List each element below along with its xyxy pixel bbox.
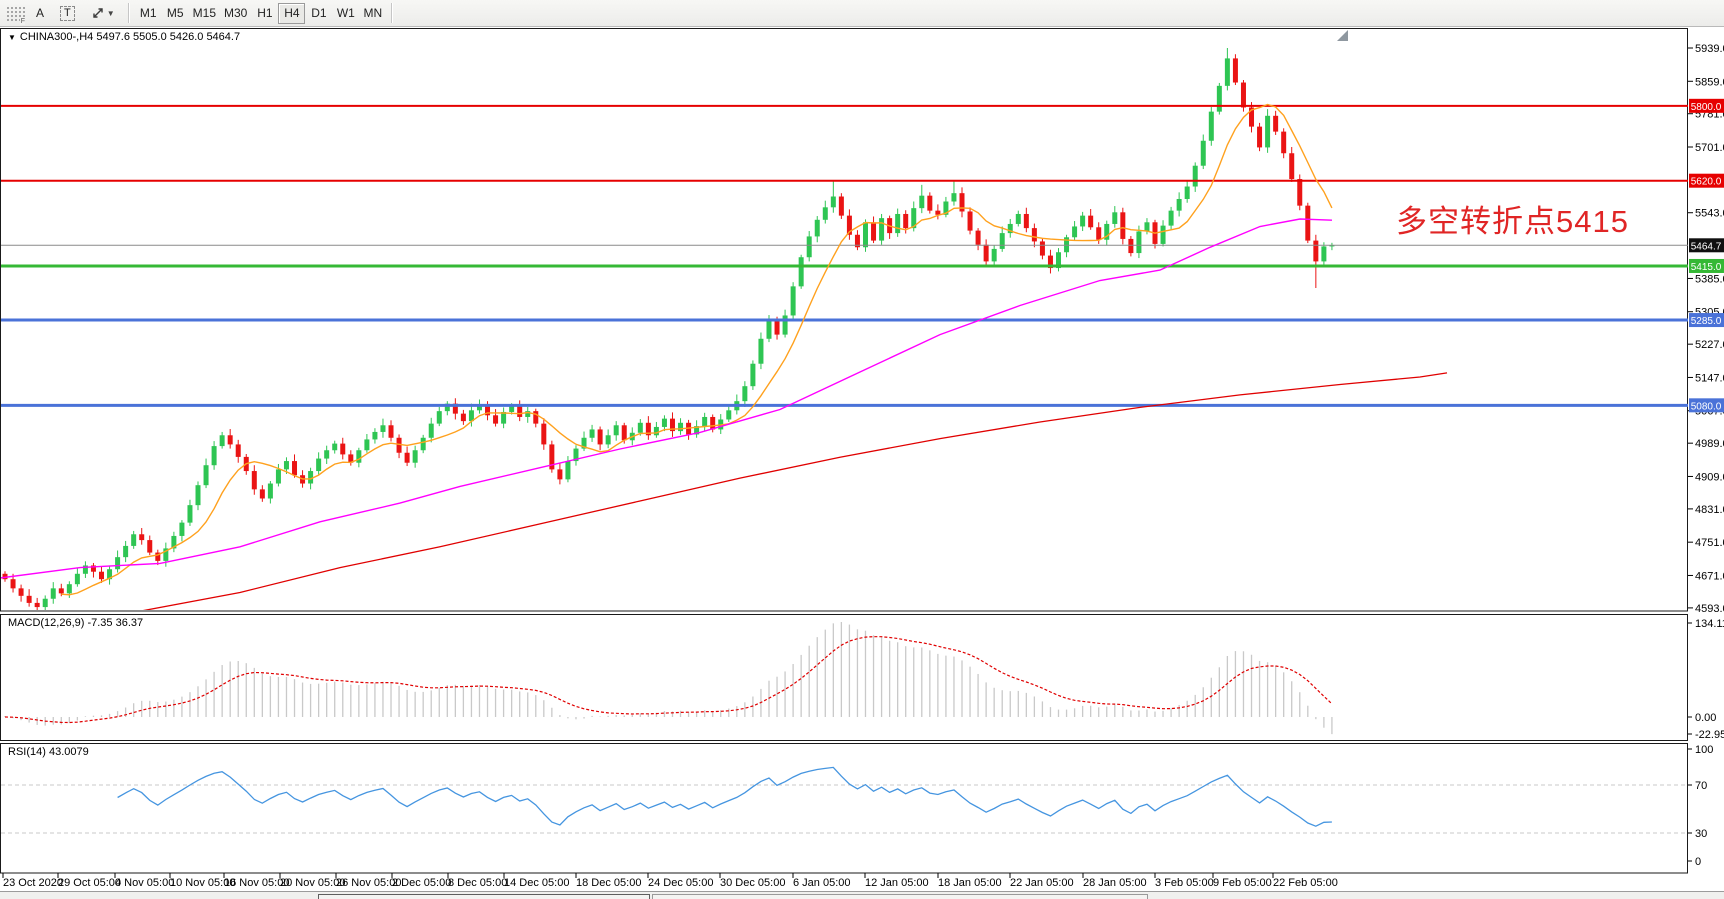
chevron-down-icon: ▼ [106,8,115,18]
svg-text:5080.0: 5080.0 [1691,401,1722,412]
price-axis[interactable]: 5939.0 5859.0 5781.0 5701.0 5543.0 5385.0 5305… [1688,43,1724,615]
chart-tab[interactable] [652,894,1148,899]
annotation-text: 多空转折点5415 [1396,204,1629,239]
chart-shift-marker-icon[interactable] [1337,30,1348,41]
svg-text:5859.0: 5859.0 [1695,76,1724,88]
timeframe-button-m15[interactable]: M15 [189,3,220,24]
timeframe-button-d1[interactable]: D1 [305,3,332,24]
timeframe-button-m1[interactable]: M1 [135,3,162,24]
svg-text:5285.0: 5285.0 [1691,316,1722,327]
svg-text:22 Jan 05:00: 22 Jan 05:00 [1010,877,1074,889]
svg-text:30: 30 [1695,828,1707,840]
svg-text:4751.0: 4751.0 [1695,537,1724,549]
svg-text:5939.0: 5939.0 [1695,43,1724,55]
macd-label: MACD(12,26,9) -7.35 36.37 [8,617,144,629]
candles-layer[interactable] [2,48,1335,612]
svg-text:24 Dec 05:00: 24 Dec 05:00 [648,877,713,889]
svg-text:4989.0: 4989.0 [1695,438,1724,450]
svg-text:30 Dec 05:00: 30 Dec 05:00 [720,877,785,889]
svg-text:5620.0: 5620.0 [1691,177,1722,188]
horizontal-levels[interactable] [1,104,1688,407]
timeframe-button-m30[interactable]: M30 [220,3,251,24]
svg-text:23 Oct 2020: 23 Oct 2020 [3,877,63,889]
toolbar: F A T ▼ M1 M5 M15 M30 H1 H4 D1 W1 MN [0,0,1724,27]
svg-text:-22.95: -22.95 [1695,729,1724,741]
toolbar-separator [127,3,130,23]
svg-text:5800.0: 5800.0 [1691,102,1722,113]
svg-text:18 Dec 05:00: 18 Dec 05:00 [576,877,641,889]
rsi-label: RSI(14) 43.0079 [8,746,89,758]
svg-text:16 Nov 05:00: 16 Nov 05:00 [224,877,289,889]
svg-text:2 Dec 05:00: 2 Dec 05:00 [392,877,451,889]
svg-text:6 Jan 05:00: 6 Jan 05:00 [793,877,851,889]
text-label-button[interactable]: T [53,3,82,23]
rsi-layer: 100 70 30 0 [1,744,1713,868]
svg-text:5415.0: 5415.0 [1691,262,1722,273]
symbol-ohlc-text: CHINA300-,H4 5497.6 5505.0 5426.0 5464.7 [19,31,241,43]
svg-text:8 Dec 05:00: 8 Dec 05:00 [448,877,507,889]
svg-text:3 Feb 05:00: 3 Feb 05:00 [1155,877,1214,889]
svg-text:0: 0 [1695,856,1701,868]
timeframe-button-h4[interactable]: H4 [278,2,306,24]
macd-layer: 134.11 0.00 -22.95 [4,618,1724,741]
timeframe-button-mn[interactable]: MN [359,3,386,24]
svg-text:14 Dec 05:00: 14 Dec 05:00 [504,877,569,889]
timeframe-button-m5[interactable]: M5 [162,3,189,24]
svg-text:5227.0: 5227.0 [1695,339,1724,351]
svg-text:9 Feb 05:00: 9 Feb 05:00 [1213,877,1272,889]
svg-text:5781.0: 5781.0 [1695,109,1724,121]
svg-text:5543.0: 5543.0 [1695,208,1724,220]
svg-text:20 Nov 05:00: 20 Nov 05:00 [280,877,345,889]
chart-header: ▼ CHINA300-,H4 5497.6 5505.0 5426.0 5464.… [8,31,240,43]
svg-text:5701.0: 5701.0 [1695,142,1724,154]
svg-text:4593.0: 4593.0 [1695,603,1724,615]
svg-text:4909.0: 4909.0 [1695,471,1724,483]
svg-text:134.11: 134.11 [1695,618,1724,630]
svg-text:70: 70 [1695,780,1707,792]
svg-text:4 Nov 05:00: 4 Nov 05:00 [115,877,174,889]
cursor-arrows-button[interactable]: ▼ [84,3,122,23]
svg-text:22 Feb 05:00: 22 Feb 05:00 [1273,877,1338,889]
svg-text:5464.7: 5464.7 [1691,241,1722,252]
cursor-arrows-icon [93,8,103,18]
svg-text:26 Nov 05:00: 26 Nov 05:00 [336,877,401,889]
svg-text:5147.0: 5147.0 [1695,372,1724,384]
timeframe-button-h1[interactable]: H1 [251,3,278,24]
svg-text:5067.0: 5067.0 [1695,406,1724,418]
text-annotation-button[interactable]: A [29,3,51,23]
svg-text:5305.0: 5305.0 [1695,307,1724,319]
svg-text:10 Nov 05:00: 10 Nov 05:00 [170,877,235,889]
svg-text:18 Jan 05:00: 18 Jan 05:00 [938,877,1002,889]
svg-text:29 Oct 05:00: 29 Oct 05:00 [58,877,121,889]
chart-tabs-strip[interactable] [0,891,1724,899]
svg-text:4671.0: 4671.0 [1695,570,1724,582]
moving-average-lines [1,103,1448,610]
toolbar-separator [391,3,394,23]
svg-text:5385.0: 5385.0 [1695,273,1724,285]
timeframe-bar: M1 M5 M15 M30 H1 H4 D1 W1 MN [135,2,387,24]
chart-dropdown-icon[interactable]: ▼ [8,33,16,42]
svg-text:4831.0: 4831.0 [1695,504,1724,516]
svg-text:0.00: 0.00 [1695,712,1716,724]
svg-text:12 Jan 05:00: 12 Jan 05:00 [865,877,929,889]
svg-text:100: 100 [1695,744,1713,756]
panel-frames [0,28,1688,874]
chart-tab[interactable] [318,894,650,899]
timeframe-button-w1[interactable]: W1 [332,3,359,24]
svg-text:28 Jan 05:00: 28 Jan 05:00 [1083,877,1147,889]
toolbar-grip-icon[interactable]: F [5,4,25,25]
